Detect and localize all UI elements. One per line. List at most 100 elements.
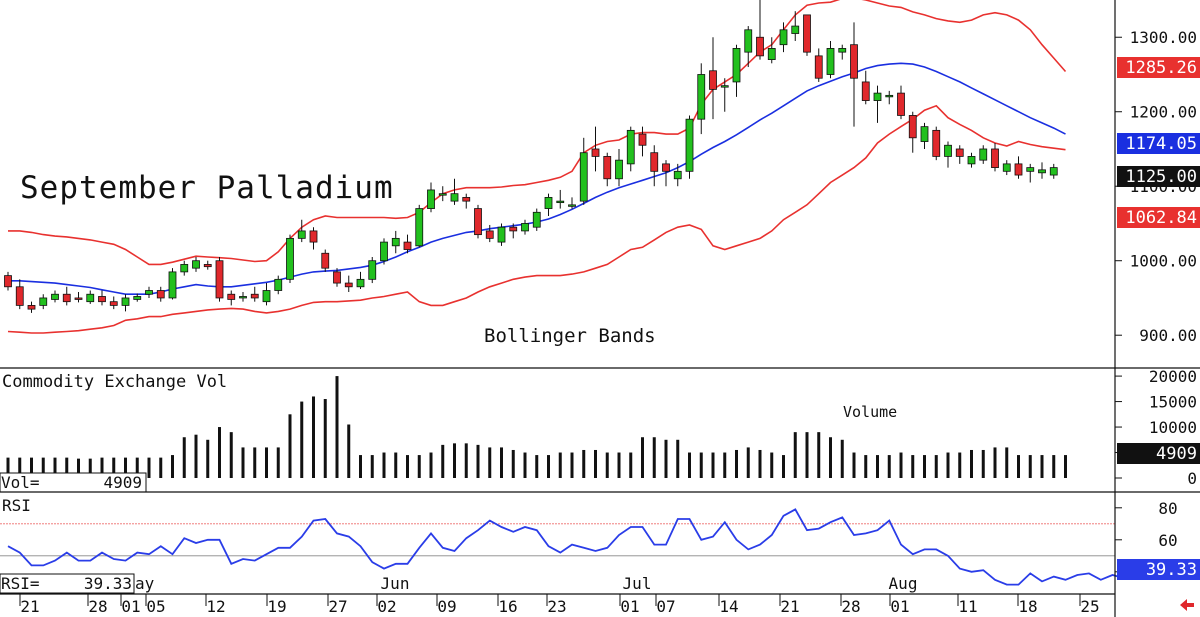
candle (415, 204, 424, 248)
candle (709, 37, 717, 120)
candle (509, 223, 518, 239)
volume-bar (629, 452, 633, 478)
x-tick-label: 25 (1080, 597, 1099, 616)
volume-tick-label: 10000 (1149, 418, 1197, 437)
volume-bar (641, 437, 644, 478)
volume-bar (699, 452, 703, 478)
candle (991, 143, 999, 172)
candle (239, 292, 247, 302)
candle (532, 208, 541, 231)
candle-body (650, 152, 659, 172)
volume-bar (664, 439, 668, 478)
candle (744, 26, 753, 68)
candlesticks (4, 0, 1058, 313)
candle-body (239, 296, 247, 299)
volume-bar (911, 455, 915, 478)
candle (485, 224, 494, 243)
candle-body (673, 170, 682, 180)
volume-bar (946, 452, 950, 478)
candle-body (803, 14, 811, 53)
candle-body (826, 48, 835, 75)
candle (814, 48, 823, 82)
candle (1002, 160, 1011, 176)
volume-bar (171, 455, 174, 478)
candle (662, 160, 670, 187)
middle-band-value: 1174.05 (1125, 134, 1197, 154)
candle (98, 290, 106, 306)
volume-bar (547, 455, 550, 478)
candle (791, 11, 800, 41)
candle-body (356, 278, 365, 288)
candle-body (897, 92, 905, 116)
candle (685, 115, 694, 179)
candle (955, 145, 964, 164)
candle-body (51, 293, 59, 300)
candle (192, 256, 200, 272)
candle-body (39, 297, 48, 306)
x-tick-label: 21 (780, 597, 799, 616)
volume-bar (206, 439, 210, 478)
volume-bar (18, 457, 22, 478)
candle (1049, 163, 1058, 179)
month-label: Aug (889, 574, 918, 593)
candle (1038, 162, 1046, 179)
candle (74, 292, 83, 303)
volume-bar (30, 457, 33, 478)
upper-band-value: 1285.26 (1125, 58, 1197, 78)
candle-body (74, 297, 83, 300)
x-tick-label: 01 (121, 597, 140, 616)
candle (427, 182, 435, 213)
volume-bar (65, 457, 69, 478)
volume-bar (300, 401, 304, 478)
volume-bar (488, 447, 492, 478)
candle-body (1002, 163, 1011, 172)
volume-bar (970, 449, 973, 478)
volume-bar (934, 455, 938, 478)
candle-body (979, 148, 988, 161)
upper-band-line (8, 0, 1067, 266)
volume-bar (735, 449, 738, 478)
rsi-readout-label: RSI= (1, 574, 40, 593)
candle (286, 234, 294, 284)
candle-body (215, 260, 224, 299)
volume-bar (394, 452, 398, 478)
candle (62, 286, 71, 306)
volume-bar (382, 452, 386, 478)
volume-bars (6, 376, 1067, 478)
candle-body (709, 70, 717, 90)
volume-bar (511, 449, 515, 478)
candle-body (156, 290, 165, 299)
x-tick-label: 14 (719, 597, 738, 616)
candle (109, 296, 118, 310)
volume-bar (981, 449, 985, 478)
volume-bar (652, 437, 656, 478)
candle (4, 271, 12, 291)
candle (979, 145, 988, 164)
x-tick-label: 01 (890, 597, 909, 616)
volume-bar (312, 396, 315, 478)
candle (697, 63, 706, 135)
x-axis: 21 28 01 05 12 19 27 02 09 16 23 01 07 14 21 28 01 11 18 25… (19, 574, 1100, 616)
rsi-readout-value: 39.33 (84, 574, 132, 593)
candle-body (192, 260, 200, 269)
x-tick-label: 16 (498, 597, 517, 616)
candle (767, 37, 776, 64)
candle-body (756, 36, 764, 57)
volume-bar (1028, 455, 1032, 478)
volume-tick-label: 0 (1187, 469, 1197, 488)
x-tick-label: 28 (841, 597, 860, 616)
candle-body (920, 126, 929, 142)
candle-body (391, 237, 400, 247)
candle-body (368, 260, 377, 280)
candle-body (168, 271, 177, 299)
candle-body (427, 189, 435, 209)
candle (650, 145, 659, 187)
volume-bar (112, 457, 116, 478)
candle-body (850, 44, 858, 79)
left-arrow-icon[interactable] (1180, 598, 1194, 612)
candle (885, 90, 894, 105)
candle (497, 223, 506, 246)
candle (944, 141, 952, 168)
volume-bar (770, 452, 774, 478)
